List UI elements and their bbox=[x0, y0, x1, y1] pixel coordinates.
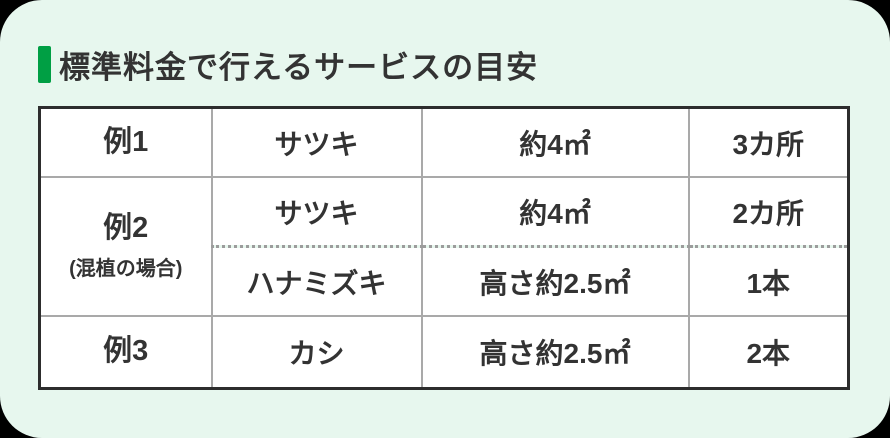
example-label: 例1 bbox=[103, 125, 149, 158]
count-cell: 2本 bbox=[687, 315, 850, 390]
page-title: 標準料金で行えるサービスの目安 bbox=[59, 49, 539, 85]
example-sublabel: (混植の場合) bbox=[69, 258, 183, 281]
plant-cell: サツキ bbox=[210, 106, 423, 178]
plant-cell: サツキ bbox=[210, 176, 423, 248]
size-cell: 約4㎡ bbox=[420, 176, 690, 248]
table-row-example3: 例3 カシ 高さ約2.5㎡ 2本 bbox=[38, 315, 850, 390]
service-guide-table: 例1 サツキ 約4㎡ 3カ所 例2 (混植の場合) サツキ 約4㎡ 2カ所 ハナ… bbox=[38, 106, 850, 390]
example-label: 例2 bbox=[103, 211, 149, 244]
size-cell: 高さ約2.5㎡ bbox=[420, 315, 690, 390]
example-label-cell: 例1 bbox=[38, 107, 213, 178]
table-row-example2-b: ハナミズキ 高さ約2.5㎡ 1本 bbox=[40, 245, 850, 317]
count-cell: 3カ所 bbox=[687, 106, 850, 178]
size-cell: 約4㎡ bbox=[420, 106, 690, 178]
table-row-example2-a: 例2 (混植の場合) サツキ 約4㎡ 2カ所 bbox=[38, 176, 850, 317]
example-label-cell: 例2 (混植の場合) bbox=[38, 176, 213, 317]
count-cell: 2カ所 bbox=[687, 176, 850, 248]
table-row-example1: 例1 サツキ 約4㎡ 3カ所 bbox=[38, 106, 850, 178]
example-label: 例3 bbox=[103, 335, 149, 368]
title-accent-bar bbox=[38, 45, 51, 83]
plant-cell: カシ bbox=[210, 315, 423, 390]
example-label-cell: 例3 bbox=[38, 315, 213, 390]
plant-cell: ハナミズキ bbox=[210, 245, 423, 317]
section-header: 標準料金で行えるサービスの目安 bbox=[38, 42, 890, 86]
size-cell: 高さ約2.5㎡ bbox=[420, 245, 690, 317]
count-cell: 1本 bbox=[687, 245, 850, 317]
